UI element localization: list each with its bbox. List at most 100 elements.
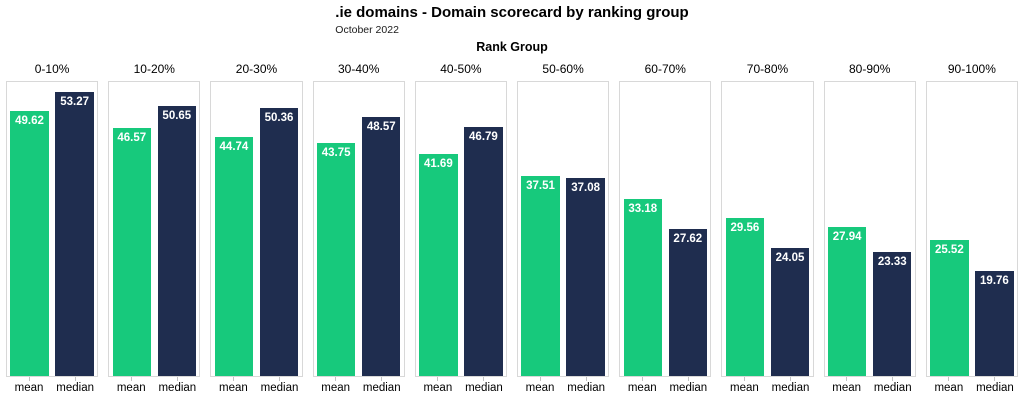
mean-axis-slot: mean [517, 376, 563, 394]
median-axis-slot: median [563, 376, 609, 394]
median-value-label: 24.05 [775, 251, 805, 264]
mean-bar-slot: 37.51 [518, 82, 563, 376]
mean-axis-slot: mean [824, 376, 870, 394]
facet-title: 80-90% [849, 61, 891, 76]
mean-axis-slot: mean [108, 376, 154, 394]
mean-axis-slot: mean [313, 376, 359, 394]
x-tick-label-median: median [873, 381, 912, 394]
x-tick-label-median: median [362, 381, 401, 394]
facet-title: 50-60% [542, 61, 584, 76]
axis-tick [641, 376, 643, 381]
facet-panel: 50-60% 37.51 37.08 mean median [516, 59, 610, 394]
median-bar-slot: 50.36 [256, 82, 301, 376]
mean-bar-slot: 29.56 [722, 82, 767, 376]
median-bar-slot: 37.08 [563, 82, 608, 376]
facet-title: 60-70% [644, 61, 686, 76]
facet-title: 10-20% [133, 61, 175, 76]
mean-bar: 46.57 [112, 127, 151, 376]
median-value-label: 37.08 [571, 182, 600, 195]
axis-tick [483, 376, 485, 381]
facet-title: 30-40% [338, 61, 380, 76]
x-tick-label-median: median [260, 381, 299, 394]
plot-panel: 27.94 23.33 [823, 80, 916, 377]
x-tick-label-mean: mean [423, 381, 453, 394]
x-tick-label-mean: mean [525, 381, 555, 394]
facet-panel: 30-40% 43.75 48.57 mean median [312, 59, 405, 394]
x-axis: mean median [824, 376, 916, 394]
median-value-label: 23.33 [877, 255, 907, 268]
mean-axis-slot: mean [721, 376, 767, 394]
x-axis: mean median [313, 376, 405, 394]
mean-axis-slot: mean [619, 376, 665, 394]
x-tick-label-mean: mean [627, 381, 657, 394]
x-axis: mean median [517, 376, 609, 394]
median-value-label: 53.27 [60, 96, 90, 109]
axis-tick [130, 376, 132, 381]
mean-value-label: 37.51 [526, 179, 555, 192]
facet-panels: 0-10% 49.62 53.27 mean median 10-20% 46.57 50.6… [0, 59, 1024, 394]
x-axis: mean median [619, 376, 711, 394]
mean-axis-slot: mean [6, 376, 52, 394]
median-axis-slot: median [154, 376, 200, 394]
axis-tick [232, 376, 234, 381]
mean-bar: 33.18 [623, 199, 662, 376]
mean-value-label: 25.52 [934, 243, 964, 256]
mean-bar: 43.75 [316, 142, 356, 376]
median-bar: 19.76 [975, 270, 1014, 376]
axis-tick [335, 376, 337, 381]
plot-panel: 41.69 46.79 [414, 80, 507, 377]
facet-axis-title: Rank Group [476, 39, 548, 54]
median-bar: 27.62 [668, 228, 707, 376]
median-bar: 50.65 [157, 105, 196, 376]
x-tick-label-median: median [771, 381, 810, 394]
median-bar: 53.27 [55, 92, 94, 376]
mean-bar: 41.69 [419, 153, 458, 376]
plot-panel: 37.51 37.08 [516, 80, 610, 377]
chart-subtitle: October 2022 [335, 23, 399, 36]
axis-tick [994, 376, 996, 381]
median-bar-slot: 24.05 [767, 82, 812, 376]
axis-tick [846, 376, 848, 381]
axis-tick [437, 376, 439, 381]
mean-value-label: 43.75 [321, 146, 351, 159]
facet-panel: 0-10% 49.62 53.27 mean median [6, 59, 99, 394]
x-tick-label-median: median [976, 381, 1014, 394]
mean-value-label: 41.69 [423, 157, 453, 170]
mean-bar-slot: 41.69 [416, 82, 461, 376]
x-tick-label-mean: mean [14, 381, 44, 394]
x-tick-label-mean: mean [934, 381, 964, 394]
median-value-label: 27.62 [673, 232, 703, 245]
mean-bar-slot: 44.74 [211, 82, 256, 376]
facet-title: 90-100% [947, 61, 996, 76]
x-axis: mean median [926, 376, 1018, 394]
x-tick-label-median: median [158, 381, 197, 394]
mean-bar-slot: 25.52 [927, 82, 972, 376]
axis-tick [381, 376, 383, 381]
facet-title: 70-80% [746, 61, 789, 76]
plot-panel: 29.56 24.05 [721, 80, 814, 377]
median-value-label: 48.57 [366, 121, 396, 134]
x-tick-label-median: median [56, 381, 94, 394]
x-tick-label-mean: mean [116, 381, 146, 394]
median-bar-slot: 50.65 [154, 82, 199, 376]
axis-tick [28, 376, 30, 381]
mean-axis-slot: mean [926, 376, 972, 394]
facet-panel: 90-100% 25.52 19.76 mean median [925, 59, 1018, 394]
facet-title: 0-10% [34, 61, 70, 76]
median-value-label: 19.76 [980, 274, 1009, 287]
median-axis-slot: median [972, 376, 1018, 394]
x-tick-label-mean: mean [832, 381, 862, 394]
axis-tick [74, 376, 76, 381]
mean-value-label: 29.56 [730, 222, 760, 235]
mean-bar: 29.56 [725, 218, 765, 376]
x-axis: mean median [210, 376, 302, 394]
facet-panel: 10-20% 46.57 50.65 mean median [108, 59, 201, 394]
chart-title: .ie domains - Domain scorecard by rankin… [335, 4, 689, 21]
x-tick-label-mean: mean [321, 381, 351, 394]
plot-panel: 44.74 50.36 [210, 80, 303, 377]
mean-axis-slot: mean [210, 376, 256, 394]
median-value-label: 50.65 [162, 109, 192, 122]
plot-panel: 43.75 48.57 [312, 80, 405, 377]
facet-panel: 40-50% 41.69 46.79 mean median [414, 59, 507, 394]
axis-tick [585, 376, 587, 381]
